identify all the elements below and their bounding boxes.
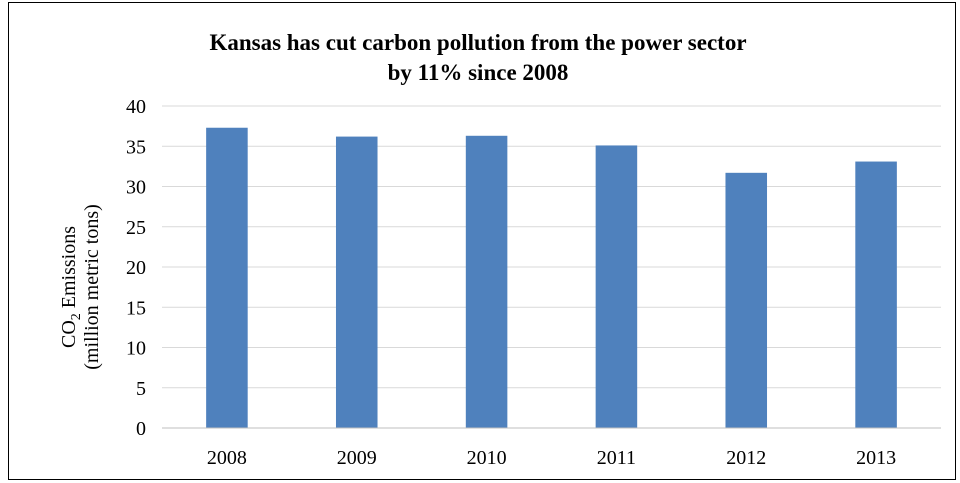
y-axis-title-line-2: (million metric tons) — [81, 204, 103, 370]
bar-2010 — [466, 136, 508, 428]
y-tick-label-10: 10 — [126, 338, 146, 360]
x-tick-label-2011: 2011 — [597, 447, 636, 469]
y-tick-label-40: 40 — [126, 96, 146, 118]
x-tick-label-2009: 2009 — [337, 447, 377, 469]
y-tick-label-30: 30 — [126, 177, 146, 199]
y-tick-label-0: 0 — [136, 418, 146, 440]
chart-title-line-2: by 11% since 2008 — [388, 60, 569, 85]
bar-2013 — [855, 162, 897, 428]
y-tick-label-35: 35 — [126, 136, 146, 158]
bars — [206, 128, 897, 428]
y-tick-label-5: 5 — [136, 378, 146, 400]
y-tick-label-20: 20 — [126, 257, 146, 279]
y-axis-title: CO2 Emissions (million metric tons) — [58, 204, 103, 370]
bar-2008 — [206, 128, 248, 428]
x-tick-label-2008: 2008 — [207, 447, 247, 469]
bar-2012 — [725, 173, 767, 428]
y-axis-title-co: CO — [58, 320, 80, 348]
gridlines — [162, 106, 941, 388]
y-tick-labels: 0 5 10 15 20 25 30 35 40 — [126, 96, 146, 440]
x-tick-label-2012: 2012 — [726, 447, 766, 469]
y-tick-label-15: 15 — [126, 297, 146, 319]
x-tick-label-2013: 2013 — [856, 447, 896, 469]
bar-2009 — [336, 137, 378, 428]
bar-2011 — [596, 145, 638, 428]
y-tick-label-25: 25 — [126, 217, 146, 239]
y-axis-title-emissions: Emissions — [58, 226, 80, 313]
chart-title-line-1: Kansas has cut carbon pollution from the… — [209, 30, 746, 55]
x-tick-label-2010: 2010 — [467, 447, 507, 469]
x-tick-labels: 2008 2009 2010 2011 2012 2013 — [207, 447, 896, 469]
